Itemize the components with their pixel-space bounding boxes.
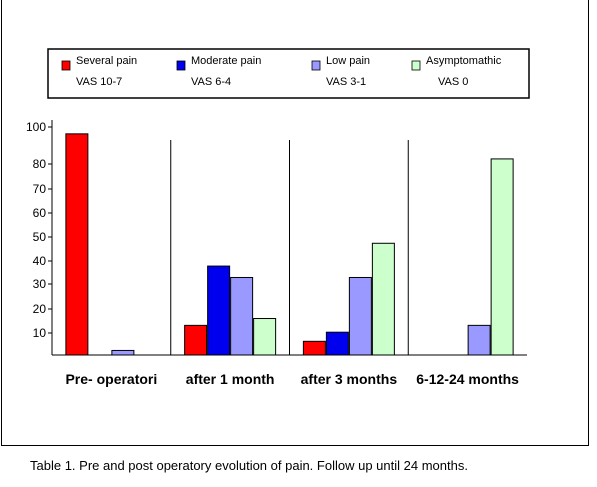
- category-label: Pre- operatori: [65, 371, 157, 387]
- bar: [490, 158, 514, 356]
- legend-label: Asymptomathic: [426, 55, 502, 67]
- bar: [325, 331, 349, 356]
- bar: [65, 133, 89, 356]
- legend-label: Low pain: [326, 55, 370, 67]
- category-label: 6-12-24 months: [416, 371, 519, 387]
- y-tick-label: 20: [33, 302, 47, 316]
- y-tick-label: 100: [26, 120, 46, 134]
- bar: [302, 340, 326, 356]
- legend-swatch: [61, 60, 71, 71]
- legend-box: [47, 48, 530, 99]
- y-tick-label: 70: [33, 182, 47, 196]
- bar: [348, 276, 372, 356]
- bar: [230, 276, 254, 356]
- legend-label: Several pain: [76, 55, 137, 67]
- category-label: after 3 months: [301, 371, 398, 387]
- legend-sublabel: VAS 6-4: [191, 76, 231, 88]
- category-label: after 1 month: [186, 371, 275, 387]
- bar: [467, 324, 491, 356]
- legend-sublabel: VAS 3-1: [326, 76, 366, 88]
- bar: [111, 349, 135, 356]
- bar: [207, 265, 231, 356]
- y-tick-label: 60: [33, 206, 47, 220]
- bar: [371, 242, 395, 356]
- legend-sublabel: VAS 10-7: [76, 76, 122, 88]
- legend-swatch: [176, 60, 186, 71]
- bar: [184, 324, 208, 356]
- legend-sublabel: VAS 0: [438, 76, 468, 88]
- legend-swatch: [411, 60, 421, 71]
- legend-label: Moderate pain: [191, 55, 261, 67]
- legend-swatch: [311, 60, 321, 71]
- y-tick-label: 50: [33, 230, 47, 244]
- y-tick-label: 80: [33, 157, 47, 171]
- chart-frame: [1, 0, 589, 446]
- table-caption: Table 1. Pre and post operatory evolutio…: [30, 458, 468, 473]
- y-tick-label: 40: [33, 254, 47, 268]
- y-tick-label: 10: [33, 326, 47, 340]
- bar: [253, 318, 277, 356]
- y-tick-label: 30: [33, 277, 47, 291]
